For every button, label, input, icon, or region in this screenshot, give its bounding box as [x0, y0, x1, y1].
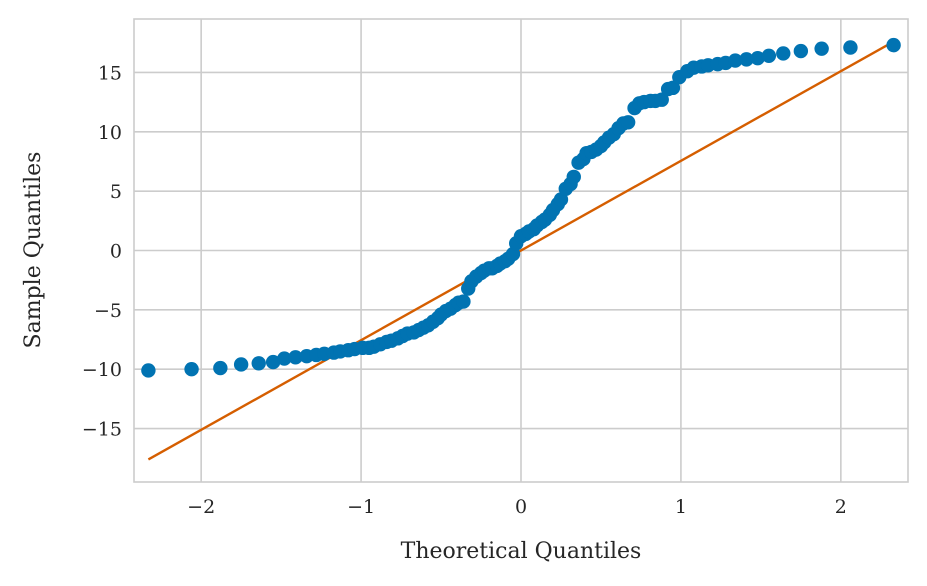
x-tick-label: −1 — [347, 496, 375, 518]
data-point — [654, 92, 669, 107]
data-point — [776, 46, 791, 61]
data-point — [566, 169, 581, 185]
y-tick-label: 15 — [98, 62, 122, 84]
plot-frame — [133, 18, 909, 483]
x-tick-label: −2 — [187, 496, 215, 518]
x-tick-label: 0 — [515, 496, 527, 518]
y-axis-ticks: −15 −10 −5 0 5 10 15 — [82, 62, 122, 440]
x-axis-ticks: −2 −1 0 1 2 — [187, 496, 847, 518]
x-tick-label: 1 — [675, 496, 687, 518]
data-point — [233, 357, 249, 372]
data-point — [184, 362, 199, 377]
data-point — [620, 115, 636, 130]
x-axis-label: Theoretical Quantiles — [401, 539, 642, 564]
data-point — [843, 40, 858, 55]
x-tick-label: 2 — [835, 496, 847, 518]
y-tick-label: −15 — [82, 419, 122, 441]
reference-line — [147, 40, 895, 461]
data-point — [456, 294, 471, 309]
data-point — [761, 48, 777, 64]
data-point — [141, 363, 156, 378]
y-tick-label: 0 — [110, 241, 122, 263]
data-point — [728, 53, 743, 68]
data-point — [213, 360, 228, 376]
y-axis-label: Sample Quantiles — [21, 152, 46, 349]
data-point — [739, 52, 754, 67]
data-point — [665, 80, 681, 96]
data-point — [750, 50, 765, 66]
data-point — [814, 41, 829, 56]
y-tick-label: 5 — [110, 181, 122, 203]
y-tick-label: −10 — [82, 359, 122, 381]
reference-line-segment — [147, 40, 895, 461]
data-point — [265, 354, 281, 370]
data-point — [793, 43, 809, 59]
data-point — [277, 351, 292, 366]
sample-points — [141, 37, 901, 378]
data-point — [251, 356, 266, 371]
y-tick-label: −5 — [94, 300, 122, 322]
data-point — [288, 350, 303, 365]
y-tick-label: 10 — [98, 122, 122, 144]
data-point — [886, 37, 901, 53]
